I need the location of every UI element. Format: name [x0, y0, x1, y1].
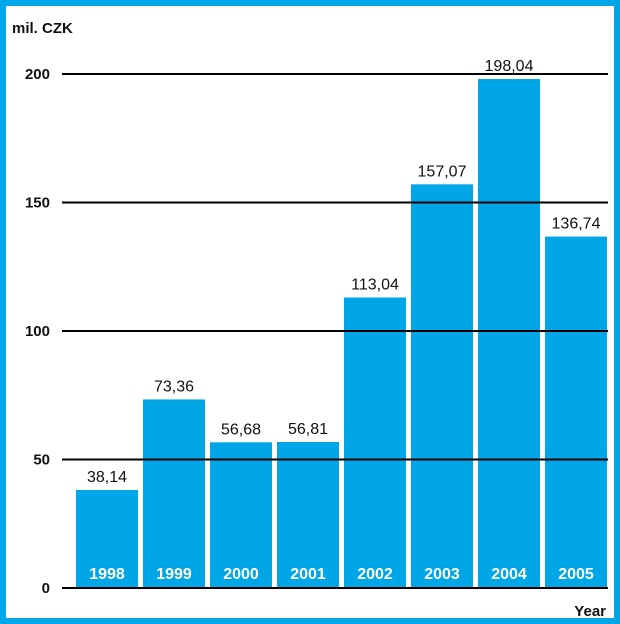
bars	[76, 79, 607, 589]
bar-2000	[210, 442, 272, 588]
x-tick-label-2002: 2002	[357, 566, 393, 583]
value-label-2002: 113,04	[351, 276, 399, 293]
bar-2001	[277, 441, 339, 588]
x-tick-label-2000: 2000	[223, 566, 259, 583]
y-tick-label-0: 0	[42, 580, 50, 597]
value-label-1999: 73,36	[154, 378, 194, 395]
y-tick-label-50: 50	[33, 452, 50, 469]
value-label-1998: 38,14	[87, 469, 127, 486]
gridlines	[62, 73, 608, 589]
value-label-2003: 157,07	[418, 163, 467, 180]
x-axis-title: Year	[574, 603, 606, 618]
bar-2004	[478, 79, 540, 588]
bar-1999	[143, 399, 205, 588]
value-label-2000: 56,68	[221, 421, 261, 438]
x-tick-label-2001: 2001	[290, 566, 326, 583]
x-tick-label-2003: 2003	[424, 566, 460, 583]
value-label-2005: 136,74	[552, 216, 601, 233]
bar-1998	[76, 489, 138, 588]
bar-2002	[344, 297, 406, 588]
x-tick-label-1998: 1998	[89, 566, 125, 583]
y-axis-title: mil. CZK	[12, 20, 73, 37]
x-tick-label-1999: 1999	[156, 566, 192, 583]
bar-2003	[411, 184, 473, 589]
x-tick-label-2004: 2004	[491, 566, 527, 583]
value-label-2001: 56,81	[288, 421, 328, 438]
value-label-2004: 198,04	[485, 58, 534, 75]
bar-2005	[545, 236, 607, 589]
y-tick-label-200: 200	[25, 66, 50, 83]
y-tick-label-150: 150	[25, 195, 50, 212]
bar-chart: 38,14199873,36199956,68200056,812001113,…	[12, 20, 608, 618]
labels: 38,14199873,36199956,68200056,812001113,…	[25, 58, 601, 597]
y-tick-label-100: 100	[25, 323, 50, 340]
x-tick-label-2005: 2005	[558, 566, 594, 583]
